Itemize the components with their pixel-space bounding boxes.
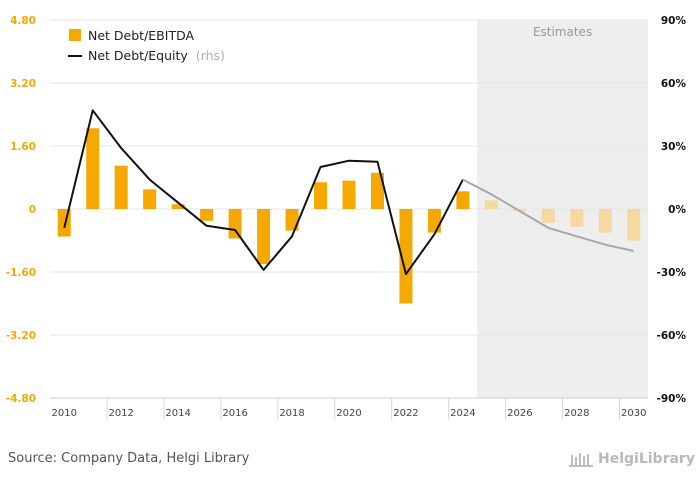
x-tick-label: 2018 bbox=[279, 408, 304, 419]
x-tick-label: 2028 bbox=[564, 408, 589, 419]
left-axis: 4.80 3.20 1.60 0 -1.60 -3.20 -4.80 bbox=[6, 15, 36, 405]
right-tick-label: -30% bbox=[657, 267, 687, 279]
x-tick-label: 2030 bbox=[621, 408, 646, 419]
legend-bar-label: Net Debt/EBITDA bbox=[88, 28, 194, 43]
left-tick-label: -3.20 bbox=[6, 330, 36, 342]
bar-2017 bbox=[257, 209, 270, 264]
bar-2012 bbox=[115, 166, 128, 209]
right-tick-label: -90% bbox=[657, 393, 687, 405]
x-tick-label: 2010 bbox=[52, 408, 77, 419]
right-tick-label: 90% bbox=[661, 15, 687, 27]
x-tick-label: 2022 bbox=[393, 408, 418, 419]
source-note: Source: Company Data, Helgi Library bbox=[8, 451, 249, 466]
bar-2013 bbox=[143, 189, 156, 209]
bar-2016 bbox=[229, 209, 242, 239]
bar-2025 bbox=[485, 200, 498, 209]
bar-2019 bbox=[314, 182, 327, 209]
bar-2020 bbox=[343, 181, 356, 209]
x-tick-label: 2024 bbox=[450, 408, 475, 419]
left-tick-label: -1.60 bbox=[6, 267, 36, 279]
x-axis: 2010 2012 2014 2016 2018 2020 2022 2024 2026 2028… bbox=[50, 398, 648, 420]
x-tick-label: 2016 bbox=[222, 408, 247, 419]
right-tick-label: 60% bbox=[661, 78, 687, 90]
brand-name: HelgiLibrary bbox=[598, 451, 695, 467]
left-tick-label: 4.80 bbox=[10, 15, 36, 27]
bar-2028 bbox=[570, 209, 583, 227]
bar-2027 bbox=[542, 209, 555, 223]
left-tick-label: 3.20 bbox=[10, 78, 36, 90]
left-tick-label: -4.80 bbox=[6, 393, 36, 405]
left-tick-label: 0 bbox=[29, 204, 36, 216]
bar-2029 bbox=[599, 209, 612, 233]
estimates-label: Estimates bbox=[533, 25, 592, 39]
bar-2011 bbox=[86, 128, 99, 209]
right-tick-label: 0% bbox=[668, 204, 686, 216]
bar-2024 bbox=[456, 191, 469, 209]
right-axis: 90% 60% 30% 0% -30% -60% -90% bbox=[657, 15, 687, 405]
library-icon bbox=[568, 450, 594, 468]
right-tick-label: -60% bbox=[657, 330, 687, 342]
left-tick-label: 1.60 bbox=[10, 141, 36, 153]
bar-2030 bbox=[627, 209, 640, 241]
x-tick-label: 2012 bbox=[108, 408, 133, 419]
legend-bar-swatch bbox=[69, 29, 81, 41]
bar-2015 bbox=[200, 209, 213, 221]
x-tick-label: 2026 bbox=[507, 408, 532, 419]
brand-logo: HelgiLibrary bbox=[568, 448, 695, 470]
legend-line-label: Net Debt/Equity bbox=[88, 48, 188, 63]
bar-2023 bbox=[428, 209, 441, 233]
legend-line-suffix: (rhs) bbox=[196, 48, 225, 63]
legend: Net Debt/EBITDA Net Debt/Equity (rhs) bbox=[68, 28, 225, 63]
right-tick-label: 30% bbox=[661, 141, 687, 153]
x-tick-label: 2020 bbox=[336, 408, 361, 419]
x-tick-label: 2014 bbox=[165, 408, 190, 419]
legend-line-text: Net Debt/Equity (rhs) bbox=[88, 48, 225, 63]
